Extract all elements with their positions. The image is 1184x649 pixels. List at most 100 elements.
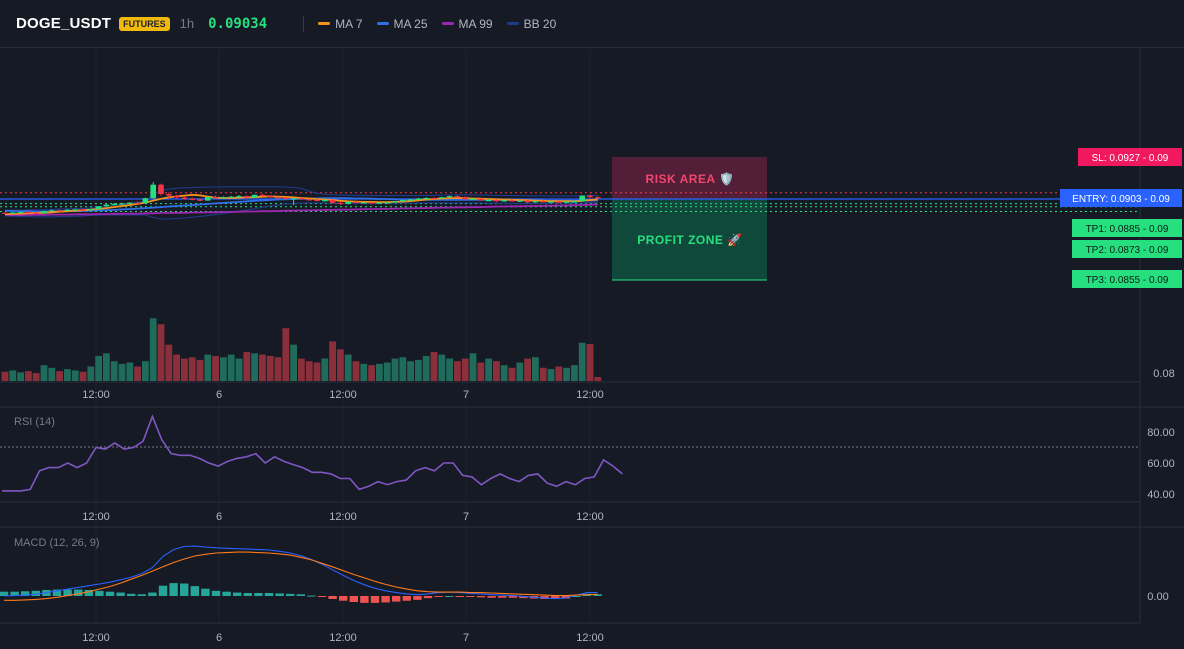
candle [173,194,180,199]
candle [64,209,71,211]
timeframe-label[interactable]: 1h [179,16,195,31]
candle [571,200,578,203]
profit-zone[interactable] [612,199,767,280]
candle [33,212,39,215]
sl-tag[interactable]: SL: 0.0927 - 0.09 [1078,148,1182,166]
volume-bar [337,349,344,381]
entry-tag-bg [1060,189,1182,207]
candle [298,197,305,200]
time-tick-label: 12:00 [576,632,604,644]
macd-histogram [0,583,602,603]
macd-hist-bar [540,596,549,600]
candle-body [345,201,351,204]
macd-hist-bar [169,583,178,596]
candle-body [283,197,289,199]
candle-body [470,198,476,200]
volume-bar [563,367,570,381]
candle-body [478,198,484,201]
candle-body [244,196,250,198]
volume-bar [204,354,212,381]
legend-ma99[interactable]: MA 99 [441,17,493,31]
volume-bar [17,372,24,381]
volume-bar [235,358,243,381]
macd-hist-bar [52,589,62,596]
volume-bar [524,358,531,381]
candle [259,193,266,197]
volume-bar [40,365,48,381]
candle [400,199,406,202]
time-tick-label: 12:00 [82,511,110,523]
macd-hist-bar [127,593,136,596]
candle [501,199,507,202]
candle-body [49,210,55,212]
legend-bb20[interactable]: BB 20 [506,17,556,31]
time-tick-label: 6 [216,389,222,401]
candle-body [454,196,461,198]
candle [228,195,234,198]
volume-bar [149,318,157,381]
volume-bar [56,371,63,381]
candle [595,196,601,199]
time-tick-label: 6 [216,632,222,644]
candle [49,209,55,212]
candle-body [548,201,554,203]
tp3-tag[interactable]: TP3: 0.0855 - 0.09 [1072,270,1182,288]
candle-body [88,209,94,211]
macd-line [3,545,598,600]
candle [220,196,227,199]
candle [127,202,133,205]
candle-body [431,197,437,200]
macd-hist-bar [476,596,486,598]
macd-hist-bar [349,596,358,603]
candle-body [400,200,406,202]
candle [353,201,359,204]
candle [166,192,172,198]
volume-bar [87,366,95,381]
bb20-swatch-icon [506,22,519,25]
candle-body [127,202,133,204]
candle-body [322,200,328,202]
volume-bar [508,367,516,381]
tp2-tag[interactable]: TP2: 0.0873 - 0.09 [1072,240,1182,258]
macd-hist-bar [63,589,72,596]
entry-tag-label: ENTRY: 0.0903 - 0.09 [1072,194,1170,205]
macd-hist-bar [296,594,305,596]
macd-hist-bar [487,596,496,598]
candle-body [267,195,273,198]
volume-bar [539,367,547,381]
candle [454,195,461,198]
candle-body [407,199,414,201]
candle [446,195,453,198]
volume-bar [493,361,500,381]
candle [236,195,242,198]
volume-bar [32,373,40,381]
time-tick-label: 12:00 [329,389,357,401]
macd-hist-bar [339,596,348,601]
candle [376,202,383,204]
legend-ma7[interactable]: MA 7 [318,16,363,31]
legend-ma7-label: MA 7 [335,16,363,31]
candle [361,201,367,204]
candle-body [563,201,570,203]
volume-bar [243,351,251,381]
ma99-swatch-icon [441,22,454,25]
macd-hist-bar [498,596,507,598]
tp1-tag[interactable]: TP1: 0.0885 - 0.09 [1072,219,1182,237]
rsi-title: RSI (14) [14,416,55,428]
tp1-tag-bg [1072,219,1182,237]
volume-bar [274,357,282,381]
candle [392,201,398,203]
pane-frames [0,49,1184,624]
legend-ma25[interactable]: MA 25 [376,17,428,31]
symbol-name[interactable]: DOGE_USDT [16,15,112,32]
volume-bar [391,358,399,381]
volume-bar [227,354,235,381]
time-tick-label: 12:00 [329,511,357,523]
candle-body [134,202,141,204]
candle-body [2,212,8,214]
candle-body [181,197,188,199]
bb-upper-line [5,186,598,211]
risk-area-zone[interactable] [612,157,767,199]
entry-tag[interactable]: ENTRY: 0.0903 - 0.09 [1060,189,1182,207]
